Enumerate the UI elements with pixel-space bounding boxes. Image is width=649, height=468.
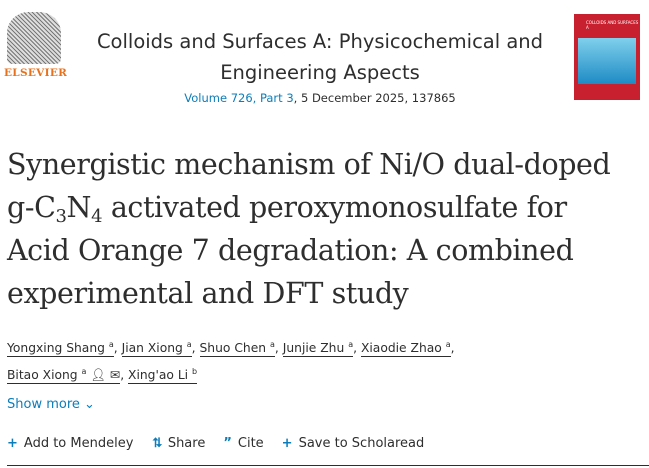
publisher-name: ELSEVIER [4,67,68,79]
elsevier-logo[interactable]: ELSEVIER [4,12,68,82]
add-to-mendeley-button[interactable]: + Add to Mendeley [7,436,134,451]
author-link[interactable]: Xing'ao Li b [128,367,198,385]
author-link[interactable]: Xiaodie Zhao a [360,340,451,358]
author-list: Yongxing Shang a, Jian Xiong a, Shuo Che… [7,340,455,385]
person-icon: 👤︎ [90,368,106,383]
cite-button[interactable]: ” Cite [223,436,264,451]
elsevier-tree-icon [7,12,61,64]
show-more-button[interactable]: Show more ⌄ [7,397,95,412]
author-link[interactable]: Yongxing Shang a [7,340,114,358]
share-button[interactable]: ⮁ Share [151,436,206,451]
volume-link[interactable]: Volume 726, Part 3 [184,91,294,105]
save-to-scholaread-button[interactable]: + Save to Scholaread [281,436,425,451]
journal-title[interactable]: Colloids and Surfaces A: Physicochemical… [96,30,544,84]
share-icon: ⮁ [151,436,162,451]
cover-title: COLLOIDS AND SURFACES A [586,20,639,30]
plus-icon: + [281,436,293,451]
journal-cover[interactable]: COLLOIDS AND SURFACES A [574,14,640,100]
author-link[interactable]: Junjie Zhu a [282,340,354,358]
plus-icon: + [7,436,18,451]
journal-issue: Volume 726, Part 3, 5 December 2025, 137… [75,91,565,105]
email-icon: ✉ [109,368,121,383]
author-link[interactable]: Shuo Chen a [199,340,275,358]
article-title: Synergistic mechanism of Ni/O dual-doped… [7,148,611,310]
chevron-down-icon: ⌄ [84,397,95,412]
cover-image [578,38,636,84]
author-link[interactable]: Bitao Xiong a 👤︎ ✉ [7,367,121,385]
divider [7,465,649,466]
issue-details: , 5 December 2025, 137865 [293,91,456,105]
quote-icon: ” [223,436,232,451]
author-link[interactable]: Jian Xiong a [121,340,192,358]
action-bar: + Add to Mendeley ⮁ Share ” Cite + Save to S… [7,436,424,451]
